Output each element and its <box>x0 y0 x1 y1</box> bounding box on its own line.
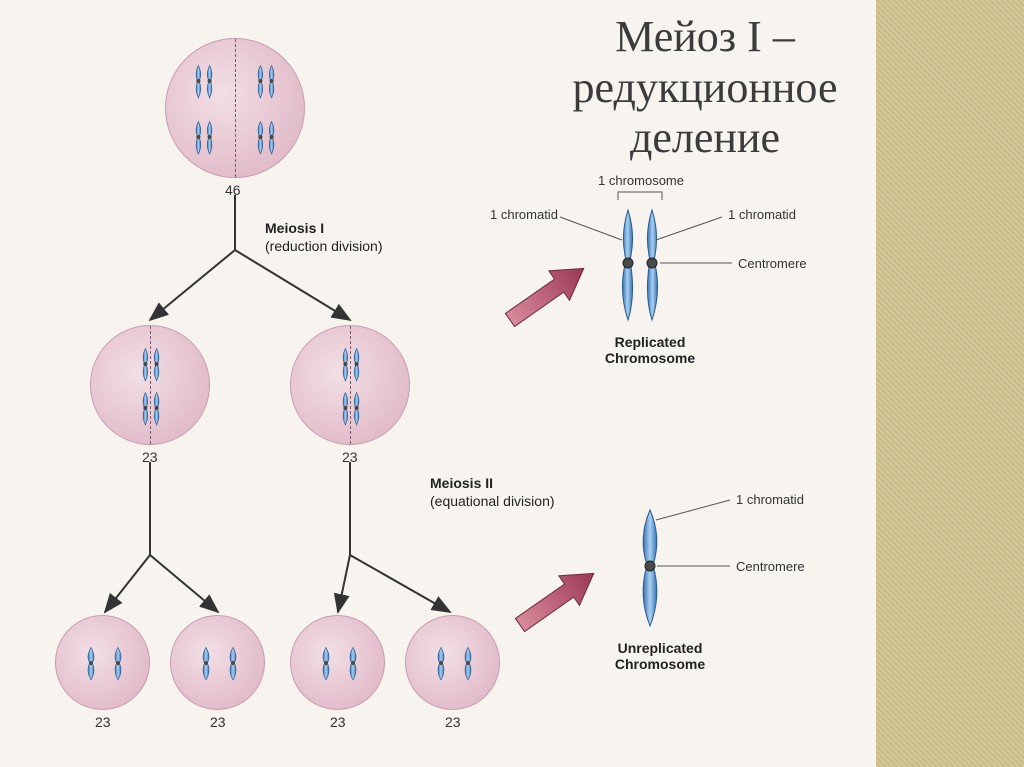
bottom-cell-4 <box>405 615 500 710</box>
texture-panel <box>876 0 1024 767</box>
meiosis1-bold: Meiosis I <box>265 220 324 236</box>
chromatid-right-label: 1 chromatid <box>728 207 796 222</box>
parent-cell <box>165 38 305 178</box>
bottom-2-count: 23 <box>210 714 226 730</box>
meiosis2-sub: (equational division) <box>430 493 555 509</box>
replicated-title: Replicated Chromosome <box>590 334 710 366</box>
mid-cell-left <box>90 325 210 445</box>
bottom-cell-3 <box>290 615 385 710</box>
chromosome-bracket-label: 1 chromosome <box>598 173 684 188</box>
mid-cell-right <box>290 325 410 445</box>
bottom-1-count: 23 <box>95 714 111 730</box>
parent-count: 46 <box>225 182 241 198</box>
bottom-3-count: 23 <box>330 714 346 730</box>
unreplicated-title: Unreplicated Chromosome <box>590 640 730 672</box>
mid-left-count: 23 <box>142 449 158 465</box>
meiosis1-label: Meiosis I (reduction division) <box>265 220 383 255</box>
mid-right-count: 23 <box>342 449 358 465</box>
meiosis1-sub: (reduction division) <box>265 238 383 254</box>
diagram-area: Мейоз I – редукционное деление <box>0 0 876 767</box>
bottom-4-count: 23 <box>445 714 461 730</box>
centromere-label-2: Centromere <box>736 559 805 574</box>
bottom-cell-2 <box>170 615 265 710</box>
chromatid-label-2: 1 chromatid <box>736 492 804 507</box>
bottom-cell-1 <box>55 615 150 710</box>
meiosis2-bold: Meiosis II <box>430 475 493 491</box>
centromere-label-1: Centromere <box>738 256 807 271</box>
meiosis2-label: Meiosis II (equational division) <box>430 475 555 510</box>
chromatid-left-label: 1 chromatid <box>490 207 558 222</box>
